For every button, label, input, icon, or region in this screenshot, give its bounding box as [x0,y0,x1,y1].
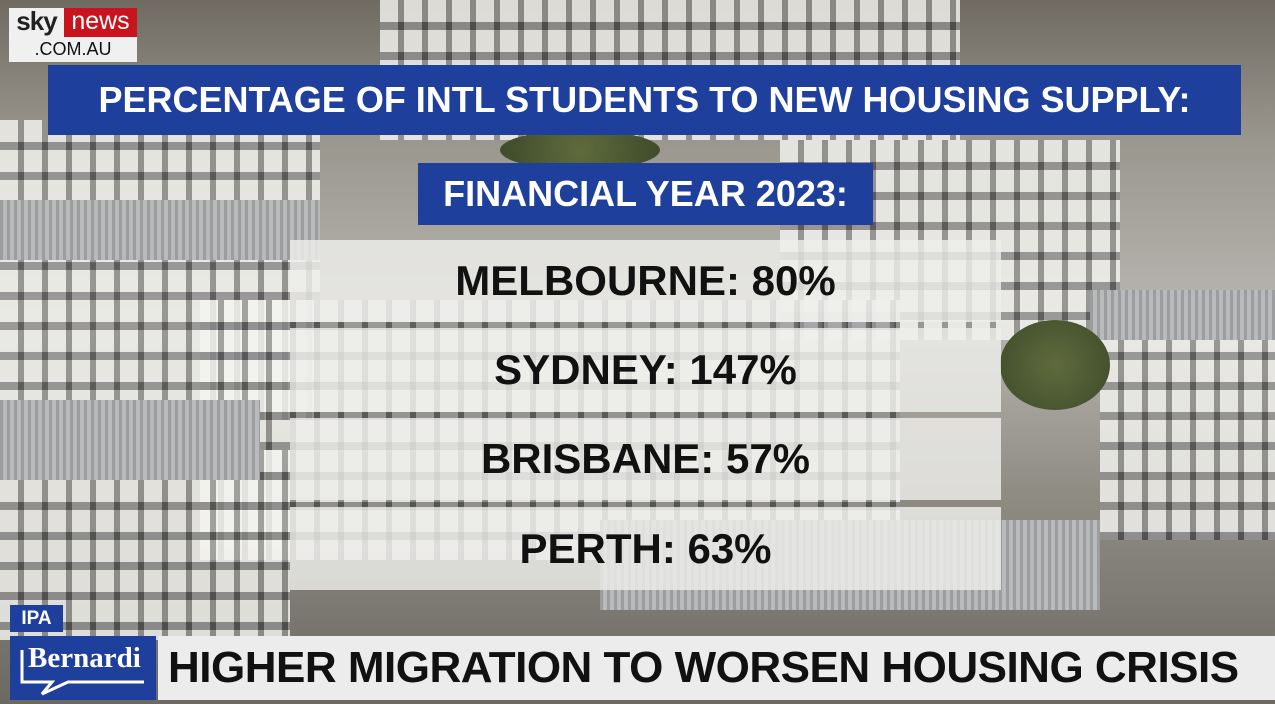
speech-bubble-icon [20,650,144,696]
city-row-melbourne: MELBOURNE: 80% [290,240,1001,322]
headline-banner: HIGHER MIGRATION TO WORSEN HOUSING CRISI… [158,636,1275,700]
graphic-subtitle: FINANCIAL YEAR 2023: [418,163,873,225]
logo-news: news [64,8,137,37]
city-row-sydney: SYDNEY: 147% [290,328,1001,412]
logo-domain: .COM.AU [9,37,137,62]
logo-sky: sky [9,8,64,37]
bernardi-show-logo: Bernardi [10,636,156,700]
sky-news-logo: sky news .COM.AU [9,8,137,62]
graphic-title: PERCENTAGE OF INTL STUDENTS TO NEW HOUSI… [48,65,1241,135]
show-name: Bernardi [28,642,141,674]
city-row-brisbane: BRISBANE: 57% [290,418,1001,500]
city-row-perth: PERTH: 63% [290,507,1001,590]
ipa-tag: IPA [10,605,63,632]
